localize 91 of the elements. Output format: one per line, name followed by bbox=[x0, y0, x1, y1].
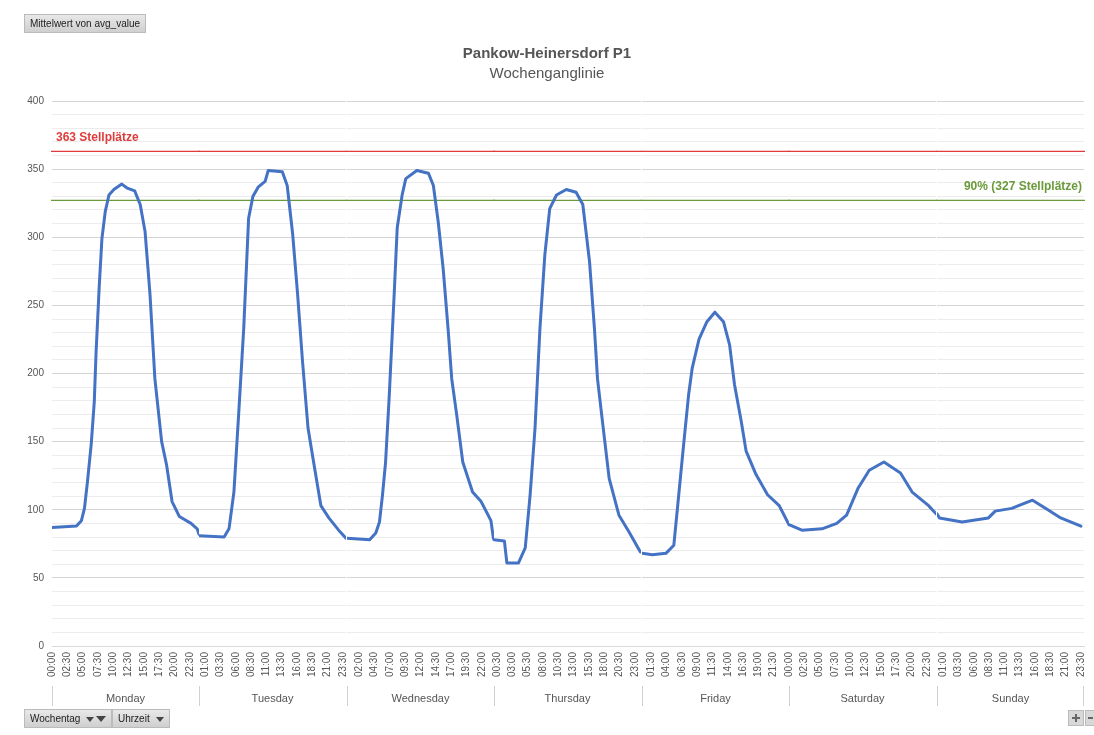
x-tick-label: 00:00 bbox=[782, 651, 794, 678]
x-tick-label: 09:00 bbox=[690, 651, 702, 678]
x-tick-label: 17:30 bbox=[152, 651, 164, 678]
x-tick-label: 09:30 bbox=[398, 651, 410, 678]
text: Wochentag bbox=[30, 713, 81, 724]
y-tick-label: 350 bbox=[27, 162, 45, 174]
y-tick-label: 400 bbox=[27, 94, 45, 106]
x-tick-label: 07:30 bbox=[828, 651, 840, 678]
x-tick-label: 21:30 bbox=[767, 651, 779, 678]
x-tick-label: 21:00 bbox=[1058, 651, 1070, 678]
x-tick-label: 05:30 bbox=[521, 651, 533, 678]
x-tick-label: 07:00 bbox=[383, 651, 395, 678]
x-tick-label: 00:00 bbox=[45, 651, 57, 678]
x-tick-label: 17:30 bbox=[890, 651, 902, 678]
y-tick-label: 100 bbox=[27, 503, 45, 515]
x-tick-label: 04:00 bbox=[659, 651, 671, 678]
ref-line-label: 90% (327 Stellplätze) bbox=[963, 178, 1082, 193]
x-tick-label: 22:30 bbox=[183, 651, 195, 678]
x-axis-title: Monday bbox=[105, 692, 146, 705]
x-axis-title: Thursday bbox=[544, 692, 592, 705]
x-axis-title: Tuesday bbox=[252, 692, 295, 705]
x-tick-label: 01:00 bbox=[199, 651, 211, 678]
x-tick-label: 18:00 bbox=[598, 651, 610, 678]
ref-line-label: 363 Stellplätze bbox=[56, 129, 140, 144]
y-tick-label: 50 bbox=[32, 571, 45, 583]
x-axis-title: Sunday bbox=[991, 692, 1030, 705]
text: Uhrzeit bbox=[118, 713, 150, 724]
x-tick-label: 02:30 bbox=[61, 651, 73, 678]
x-tick-label: 01:00 bbox=[936, 651, 948, 678]
x-tick-label: 14:00 bbox=[721, 651, 733, 678]
x-tick-label: 08:30 bbox=[982, 651, 994, 678]
x-tick-label: 08:00 bbox=[537, 651, 549, 678]
y-tick-label: 150 bbox=[27, 435, 45, 447]
x-tick-label: 23:00 bbox=[628, 651, 640, 678]
x-tick-label: 15:30 bbox=[582, 651, 594, 678]
x-axis-title: Saturday bbox=[840, 692, 886, 705]
x-tick-label: 15:00 bbox=[137, 651, 149, 678]
x-axis-title: Wednesday bbox=[391, 692, 450, 705]
chart-title: Pankow-Heinersdorf P1 bbox=[461, 44, 633, 61]
x-tick-label: 12:30 bbox=[859, 651, 871, 678]
text: Mittelwert von avg_value bbox=[30, 18, 141, 29]
x-tick-label: 11:00 bbox=[997, 651, 1009, 677]
x-tick-label: 11:30 bbox=[705, 651, 717, 677]
x-tick-label: 13:30 bbox=[1013, 651, 1024, 678]
x-tick-label: 11:00 bbox=[260, 651, 272, 677]
x-tick-label: 20:30 bbox=[613, 651, 625, 678]
x-tick-label: 16:30 bbox=[736, 651, 748, 678]
x-tick-label: 13:00 bbox=[567, 651, 579, 678]
x-tick-label: 02:00 bbox=[352, 651, 364, 678]
x-tick-label: 04:30 bbox=[368, 651, 380, 678]
x-tick-label: 22:00 bbox=[475, 651, 487, 678]
x-tick-label: 18:30 bbox=[1043, 651, 1055, 678]
x-tick-label: 01:30 bbox=[644, 651, 656, 678]
x-tick-label: 16:00 bbox=[291, 651, 303, 678]
x-tick-label: 16:00 bbox=[1028, 651, 1040, 678]
x-tick-label: 10:00 bbox=[844, 651, 856, 678]
y-tick-label: 300 bbox=[27, 231, 45, 242]
x-tick-label: 19:30 bbox=[460, 651, 472, 678]
x-tick-label: 20:00 bbox=[905, 651, 917, 678]
x-tick-label: 05:00 bbox=[813, 651, 825, 678]
x-tick-label: 12:00 bbox=[414, 651, 426, 678]
chart-subtitle: Wochenganglinie bbox=[488, 64, 606, 81]
x-tick-label: 22:30 bbox=[920, 651, 932, 678]
x-tick-label: 13:30 bbox=[275, 651, 287, 678]
y-tick-label: 200 bbox=[27, 367, 45, 379]
x-tick-label: 14:30 bbox=[429, 651, 441, 678]
x-tick-label: 15:00 bbox=[874, 651, 886, 678]
x-tick-label: 20:00 bbox=[168, 651, 180, 678]
x-tick-label: 03:00 bbox=[506, 651, 518, 678]
x-tick-label: 02:30 bbox=[798, 651, 810, 678]
x-tick-label: 19:00 bbox=[751, 651, 763, 678]
y-tick-label: 250 bbox=[27, 299, 45, 311]
y-tick-label: 0 bbox=[38, 639, 45, 651]
x-tick-label: 03:30 bbox=[214, 651, 226, 678]
x-tick-label: 10:00 bbox=[107, 651, 118, 678]
x-tick-label: 12:30 bbox=[122, 651, 134, 678]
x-tick-label: 10:30 bbox=[552, 651, 564, 678]
x-tick-label: 03:30 bbox=[951, 651, 963, 678]
x-tick-label: 08:30 bbox=[245, 651, 257, 678]
x-tick-label: 06:00 bbox=[229, 651, 241, 678]
x-tick-label: 17:00 bbox=[444, 651, 456, 678]
x-tick-label: 06:30 bbox=[675, 651, 687, 678]
x-tick-label: 07:30 bbox=[91, 651, 103, 678]
x-tick-label: 23:30 bbox=[1074, 651, 1086, 678]
x-tick-label: 21:00 bbox=[321, 651, 333, 678]
x-axis-title: Friday bbox=[699, 692, 731, 705]
x-tick-label: 23:30 bbox=[337, 651, 349, 678]
x-tick-label: 05:00 bbox=[76, 651, 88, 678]
x-tick-label: 18:30 bbox=[306, 651, 318, 678]
x-tick-label: 06:00 bbox=[967, 651, 979, 678]
x-tick-label: 00:30 bbox=[491, 651, 503, 678]
